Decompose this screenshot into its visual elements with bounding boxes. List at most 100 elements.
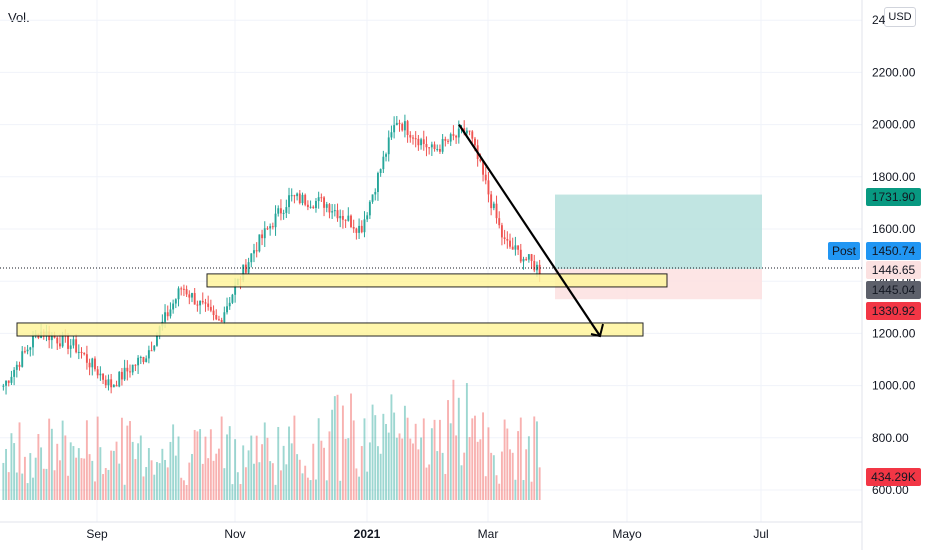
candle-body [180,288,183,290]
volume-bar [492,455,495,500]
candle-body [309,206,312,208]
volume-bar [99,447,102,500]
volume-bar [58,460,61,500]
volume-bar [377,446,379,500]
volume-bar [120,417,123,500]
volume-bar [525,449,528,500]
volume-bar [185,484,188,500]
price-label-text: 1445.04 [872,283,916,297]
volume-bar [511,452,514,500]
candle-body [455,135,458,138]
price-tick-label: 800.00 [872,431,909,445]
candle-body [417,138,420,146]
volume-bar [226,434,228,500]
candle-body [107,379,110,386]
volume-bar [147,448,150,500]
candle-body [288,195,290,208]
candle-body [279,208,282,214]
candle-body [218,319,220,321]
candle-body [457,128,460,138]
price-tick-label: 1200.00 [872,326,916,340]
candle-body [201,300,204,303]
candle-body [23,351,26,353]
candle-body [94,358,96,370]
candle-body [360,225,363,233]
candle-body [164,312,166,322]
volume-bar [430,428,433,500]
candle-body [317,197,320,202]
volume-bar [64,435,67,500]
price-label-text: 1330.92 [872,304,916,318]
candle-body [204,302,207,304]
volume-bar [85,420,88,500]
volume-bar [139,435,142,500]
candle-body [503,237,506,240]
volume-bar [56,443,59,500]
candle-body [182,288,185,290]
volume-bar [50,428,53,500]
candle-body [137,357,140,366]
candle-body [244,264,247,273]
candle-body [207,303,210,307]
volume-bar [18,422,21,500]
volume-bar [460,465,463,500]
volume-bar [366,471,369,500]
trend-arrow-line [458,123,601,337]
candle-body [352,227,355,229]
candle-body [85,354,88,363]
volume-bar [444,473,447,500]
volume-bar [474,415,476,500]
candle-body [191,293,193,298]
volume-bar [107,469,110,500]
volume-bar [347,438,350,500]
candle-body [350,215,352,228]
candle-body [482,161,485,175]
volume-bar [315,479,317,500]
candle-body [522,258,525,262]
post-tag [828,242,860,260]
candle-body [26,349,29,352]
candle-body [347,215,350,221]
price-tick-label: 1000.00 [872,379,916,393]
volume-bar [331,409,334,500]
volume-bar [358,476,361,500]
candle-body [368,201,371,216]
volume-bar [102,474,105,500]
volume-bar [263,422,266,500]
candle-body [452,134,455,136]
candle-body [77,351,80,353]
volume-bar [26,483,29,500]
volume-bar [34,457,37,500]
volume-bar [207,458,210,500]
volume-bar [172,424,175,500]
candle-body [290,195,293,197]
candle-body [509,240,511,247]
volume-bar [387,432,390,500]
volume-bar [509,449,511,500]
price-label-text: 1731.90 [872,190,916,204]
candle-body [266,228,269,230]
candle-body [134,364,137,366]
volume-bar [350,393,352,500]
time-tick-label: 2021 [354,527,381,541]
volume-bar [123,484,126,500]
candle-body [298,193,301,204]
price-label-box [866,302,921,320]
volume-bar [115,441,118,500]
candle-body [96,369,99,376]
currency-badge[interactable]: USD [884,7,916,27]
candle-body [255,250,258,252]
volume-bar [500,451,503,500]
volume-bar [166,467,169,500]
volume-bar [447,400,449,500]
candle-body [193,293,196,305]
volume-bar [29,453,32,500]
volume-bar [371,404,374,500]
volume-bar [156,462,158,500]
volume-bar [269,461,272,500]
volume-label: Vol. [8,10,30,25]
volume-bar [409,438,412,500]
candle-body [487,180,490,195]
candle-body [277,208,280,214]
